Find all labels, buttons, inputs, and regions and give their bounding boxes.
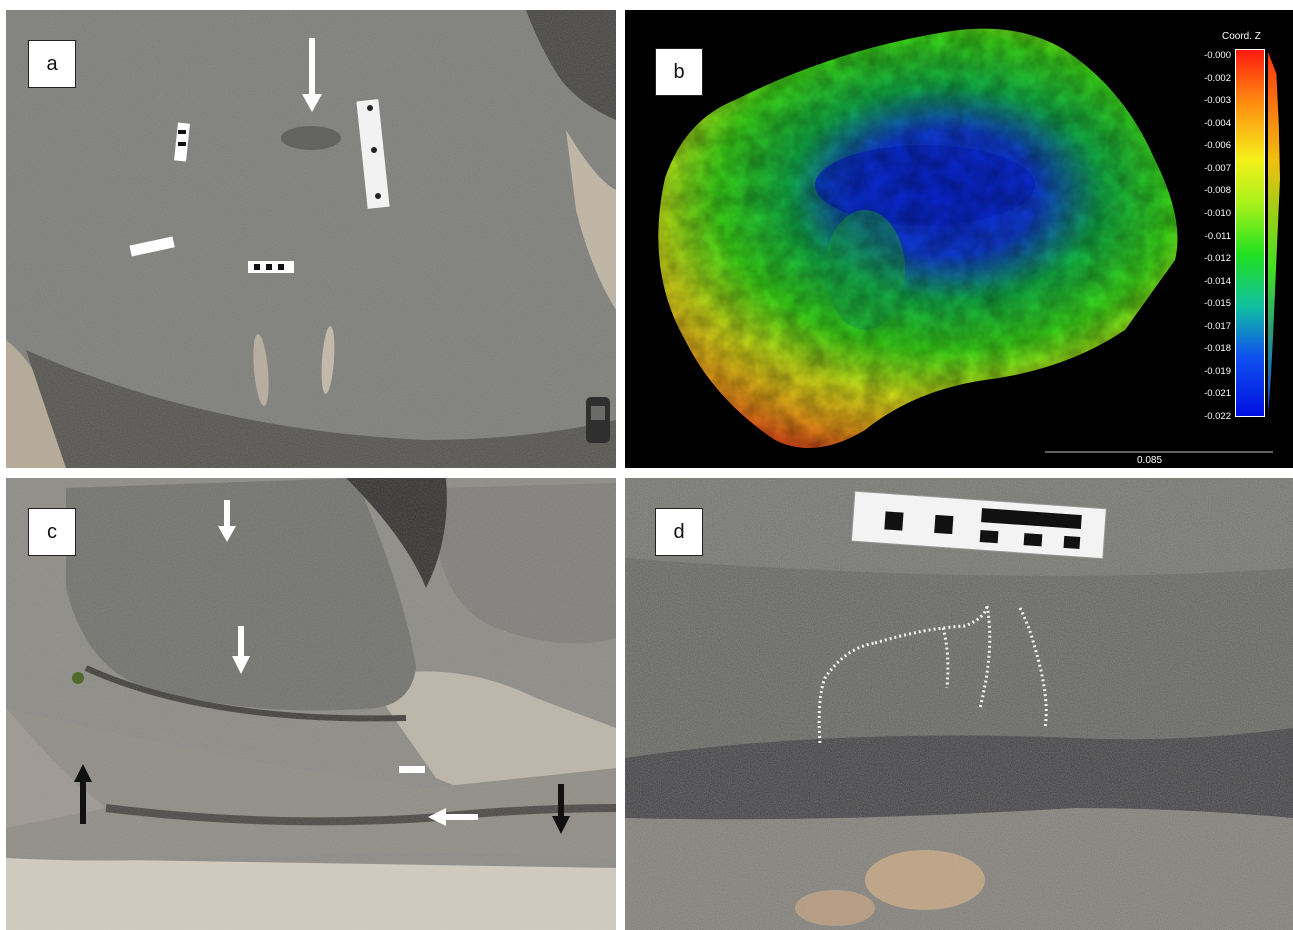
arrow-icon [302,38,322,112]
colorbar-tick-label: -0.014 [1204,275,1231,287]
colorbar-tick-label: -0.019 [1204,365,1231,377]
colorbar-tick-label: -0.018 [1204,343,1231,355]
colorbar-tick-label: -0.015 [1204,298,1231,310]
scale-value: 0.085 [1137,455,1163,466]
colorbar-tick-label: -0.004 [1204,117,1231,129]
arrow-icon [552,784,570,834]
arrow-icon [74,764,92,824]
panel-b: Coord. Z -0.000 -0.002 -0.003 -0.004 -0.006 -… [625,10,1293,468]
colorbar-tick-label: -0.017 [1204,320,1231,332]
panel-label-a: a [28,40,76,88]
colorbar-tick-label: -0.003 [1204,95,1231,107]
colorbar-tick-label: -0.008 [1204,185,1231,197]
panel-label-b: b [655,48,703,96]
panel-c-photo [6,478,616,930]
panel-d: d [625,478,1293,930]
colorbar-tick-label: -0.007 [1204,162,1231,174]
colorbar-tick-label: -0.022 [1204,411,1231,422]
colorbar-tick-label: -0.011 [1204,230,1231,242]
panel-d-photo [625,478,1293,930]
colorbar-tick-label: -0.012 [1204,253,1231,265]
colorbar-title: Coord. Z [1222,31,1261,42]
colorbar-tick-label: -0.006 [1204,140,1231,152]
scale-bar [129,236,175,257]
arrow-icon [232,626,250,674]
colorbar-tick-label: -0.000 [1204,50,1231,61]
colorbar-tick-label: -0.010 [1204,207,1231,219]
arrow-icon [428,808,478,826]
panel-label-d: d [655,508,703,556]
scale-bar [850,490,1107,560]
colorbar-tick-label: -0.002 [1204,72,1231,84]
elevation-map [658,28,1273,453]
colorbar [1235,49,1265,417]
panel-a-photo [6,10,616,468]
colorbar-tick-label: -0.021 [1204,388,1231,400]
scale-bar [399,766,425,773]
scale-bar [356,99,390,209]
arrow-icon [218,500,236,542]
panel-label-c: c [28,508,76,556]
panel-c: c [6,478,616,930]
chalk-outline [817,605,1048,744]
panel-a: a [6,10,616,468]
